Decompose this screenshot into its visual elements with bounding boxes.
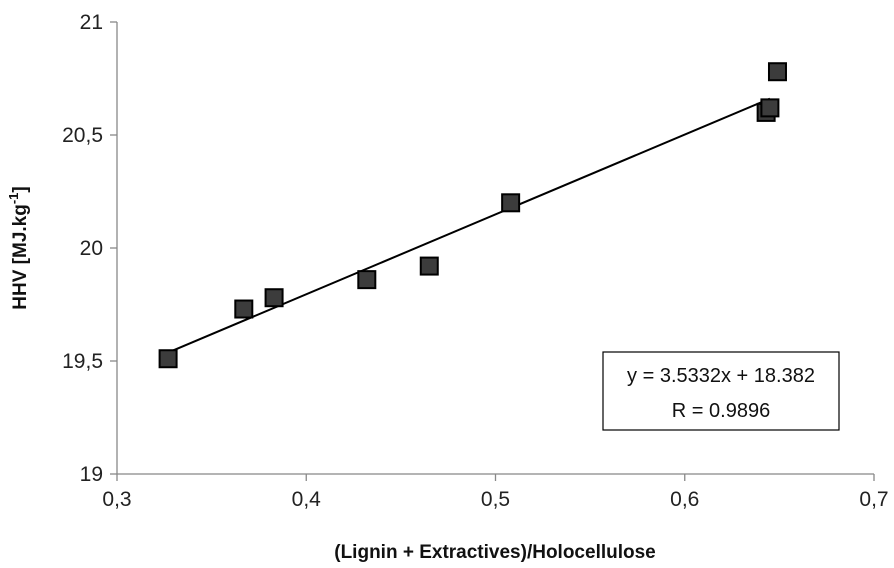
x-tick-label: 0,7: [859, 488, 888, 511]
x-tick-label: 0,4: [292, 488, 322, 511]
trendline: [167, 97, 771, 354]
y-axis-title-sup: -1: [6, 193, 21, 205]
equation-box: y = 3.5332x + 18.382 R = 0.9896: [602, 351, 840, 431]
y-axis-title-main: HHV [MJ.kg: [10, 204, 31, 310]
data-point: [158, 349, 178, 369]
y-tick-label: 21: [80, 11, 103, 34]
data-point: [501, 193, 521, 213]
data-point: [357, 270, 377, 290]
tick-labels: 19 19,5 20 20,5 21 0,3 0,4 0,5 0,6 0,7: [62, 11, 888, 511]
y-tick-label: 19: [80, 463, 103, 486]
axes: [110, 21, 875, 481]
x-axis-title: (Lignin + Extractives)/Holocellulose: [334, 542, 656, 563]
x-tick-label: 0,5: [481, 488, 510, 511]
y-tick-label: 20: [80, 237, 103, 260]
data-points: [158, 62, 787, 369]
x-tick-label: 0,6: [670, 488, 699, 511]
data-point: [419, 256, 439, 276]
data-point: [264, 288, 284, 308]
y-tick-label: 20,5: [62, 124, 103, 147]
trendline-line: [167, 97, 771, 354]
equation-label: y = 3.5332x + 18.382: [627, 365, 815, 387]
x-tick-label: 0,3: [102, 488, 131, 511]
y-tick-label: 19,5: [62, 350, 103, 373]
data-point: [234, 299, 254, 319]
y-axis-title: HHV [MJ.kg-1]: [6, 186, 31, 309]
data-point: [767, 62, 787, 82]
y-axis-title-close: ]: [10, 186, 31, 192]
data-point: [760, 98, 780, 118]
r-value-label: R = 0.9896: [672, 400, 770, 422]
